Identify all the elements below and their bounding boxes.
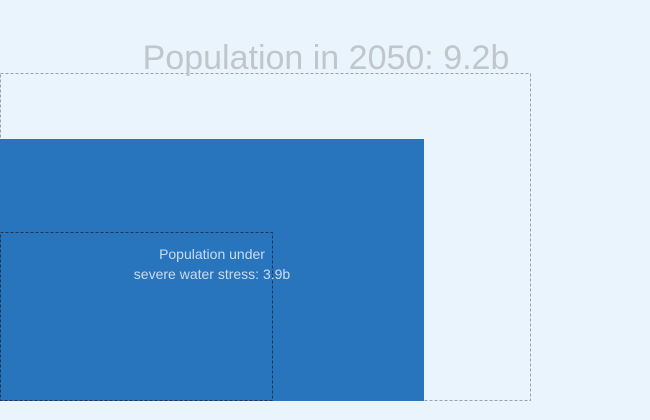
water-stress-box xyxy=(0,232,273,401)
population-block xyxy=(0,139,424,401)
inner-label-line: Population under xyxy=(159,246,265,262)
inner-label-line: severe water stress: 3.9b xyxy=(134,266,291,282)
title: Population in 2050: 9.2b xyxy=(143,39,510,77)
